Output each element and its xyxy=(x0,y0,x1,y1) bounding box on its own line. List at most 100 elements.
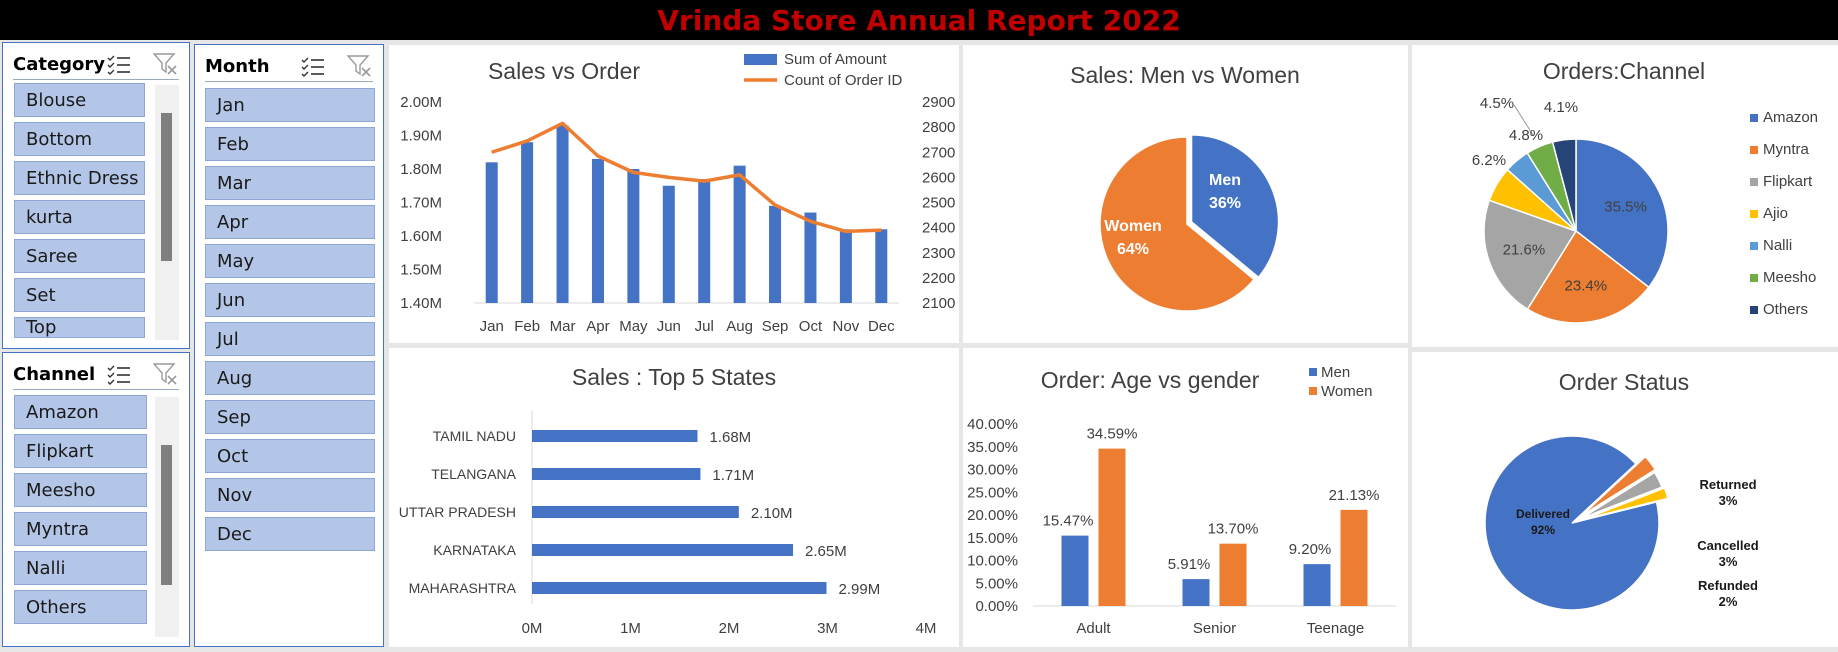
state-bar-karnataka xyxy=(532,544,794,556)
y-tick-label: 1.40M xyxy=(400,295,442,312)
slicer-item-mar[interactable]: Mar xyxy=(205,166,375,200)
legend-swatch-men xyxy=(1309,368,1317,376)
legend-swatch-myntra xyxy=(1750,146,1758,154)
x-tick-label: Senior xyxy=(1193,620,1236,637)
slicer-item-bottom[interactable]: Bottom xyxy=(14,122,145,156)
clear-filter-icon[interactable] xyxy=(347,54,373,78)
slice-value: 3% xyxy=(1719,493,1738,508)
bar-senior-men xyxy=(1182,579,1210,606)
top-states-chart: Sales : Top 5 States TAMIL NADU 1.68M TELAN… xyxy=(399,364,937,637)
orders-channel-panel: Orders:Channel 35.5% 23.4% 21.6% 6.2% 4.5% 4.8… xyxy=(1412,45,1838,347)
bar-adult-men xyxy=(1061,535,1089,606)
slice-value-label: 23.4% xyxy=(1565,277,1608,294)
slicer-item-myntra[interactable]: Myntra xyxy=(14,512,147,546)
x-tick-label: Feb xyxy=(514,318,540,335)
x-tick-label: Mar xyxy=(550,318,576,335)
legend-swatch-amazon xyxy=(1750,114,1758,122)
slicer-item-flipkart[interactable]: Flipkart xyxy=(14,434,147,468)
bar-value-label: 34.59% xyxy=(1087,426,1138,443)
slicer-item-sep[interactable]: Sep xyxy=(205,400,375,434)
slice-value-label: 35.5% xyxy=(1604,199,1647,216)
y-tick-label: 1.70M xyxy=(400,195,442,212)
bar-value-label: 5.91% xyxy=(1168,556,1211,573)
slice-refunded xyxy=(1583,486,1669,521)
bar-value-label: 21.13% xyxy=(1329,487,1380,504)
legend-swatch-flipkart xyxy=(1750,178,1758,186)
slicer-item-kurta[interactable]: kurta xyxy=(14,200,145,234)
y2-tick-label: 2100 xyxy=(922,295,955,312)
multi-select-icon[interactable] xyxy=(301,55,325,77)
chart-title: Order: Age vs gender xyxy=(1041,367,1260,393)
slice-value: 3% xyxy=(1719,554,1738,569)
x-tick-label: May xyxy=(619,318,648,335)
slicer-item-dec[interactable]: Dec xyxy=(205,517,375,551)
slicer-item-ethnic-dress[interactable]: Ethnic Dress xyxy=(14,161,145,195)
slicer-item-oct[interactable]: Oct xyxy=(205,439,375,473)
legend-label-men: Men xyxy=(1321,364,1350,381)
y-tick-label: 40.00% xyxy=(967,416,1018,433)
bar-feb xyxy=(521,142,534,303)
slice-cancelled xyxy=(1580,471,1664,520)
sales-vs-order-panel: Sales vs Order 1.40M 1.50M 1.60M 1.70M 1.80M 1… xyxy=(389,45,959,343)
y2-tick-label: 2500 xyxy=(922,195,955,212)
multi-select-icon[interactable] xyxy=(107,363,131,385)
order-status-chart: Order StatusDelivered92%Returned3%Cancel… xyxy=(1484,369,1759,611)
chart-title: Orders:Channel xyxy=(1543,58,1705,84)
x-tick-label: Dec xyxy=(868,318,895,335)
slice-value-women: 64% xyxy=(1117,241,1149,258)
slice-returned xyxy=(1581,455,1657,517)
slice-delivered xyxy=(1484,435,1660,611)
slicer-item-nov[interactable]: Nov xyxy=(205,478,375,512)
slicer-item-feb[interactable]: Feb xyxy=(205,127,375,161)
slice-men xyxy=(1190,134,1280,279)
age-gender-chart: Order: Age vs gender 0.00% 5.00% 10.00% 15.0… xyxy=(967,364,1396,637)
legend-label: Ajio xyxy=(1763,205,1788,222)
slicer-item-may[interactable]: May xyxy=(205,244,375,278)
slicer-item-apr[interactable]: Apr xyxy=(205,205,375,239)
slicer-item-blouse[interactable]: Blouse xyxy=(14,83,145,117)
slice-value-label: 4.8% xyxy=(1509,127,1543,144)
slice-value-label: 6.2% xyxy=(1472,152,1506,169)
bar-nov xyxy=(839,229,852,303)
legend-label: Myntra xyxy=(1763,141,1810,158)
state-bar-tamil-nadu xyxy=(532,430,698,442)
legend-swatch-ajio xyxy=(1750,210,1758,218)
slicer-item-jul[interactable]: Jul xyxy=(205,322,375,356)
state-bar-maharashtra xyxy=(532,582,827,594)
slicer-item-amazon[interactable]: Amazon xyxy=(14,395,147,429)
clear-filter-icon[interactable] xyxy=(153,52,179,76)
bar-jun xyxy=(662,185,675,303)
age-gender-panel: Order: Age vs gender 0.00% 5.00% 10.00% 15.0… xyxy=(963,348,1408,647)
x-tick-label: Teenage xyxy=(1307,620,1365,637)
slicer-item-jan[interactable]: Jan xyxy=(205,88,375,122)
slicer-item-aug[interactable]: Aug xyxy=(205,361,375,395)
slicer-item-top[interactable]: Top xyxy=(14,317,145,338)
multi-select-icon[interactable] xyxy=(107,53,131,75)
legend-label-amount: Sum of Amount xyxy=(784,51,887,68)
y-tick-label: 1.60M xyxy=(400,228,442,245)
slicer-item-jun[interactable]: Jun xyxy=(205,283,375,317)
channel-slicer-header: Channel xyxy=(13,359,179,390)
month-slicer: Month Jan Feb Mar Apr May Jun Jul Aug Sep Oct Nov D… xyxy=(194,44,384,647)
y2-tick-label: 2800 xyxy=(922,119,955,136)
bar-teenage-men xyxy=(1303,564,1331,606)
slicer-item-meesho[interactable]: Meesho xyxy=(14,473,147,507)
channel-scroll-thumb[interactable] xyxy=(161,445,172,585)
slicer-item-set[interactable]: Set xyxy=(14,278,145,312)
bar-adult-women xyxy=(1098,448,1126,606)
state-value-label: 1.71M xyxy=(712,467,754,484)
channel-scrollbar[interactable] xyxy=(155,397,179,637)
state-label: TELANGANA xyxy=(431,466,516,482)
x-tick-label: 3M xyxy=(817,620,838,637)
slicer-item-nalli[interactable]: Nalli xyxy=(14,551,147,585)
state-label: KARNATAKA xyxy=(433,542,516,558)
category-slicer-title: Category xyxy=(13,53,106,75)
chart-title: Sales: Men vs Women xyxy=(1070,62,1300,88)
clear-filter-icon[interactable] xyxy=(153,362,179,386)
category-scroll-thumb[interactable] xyxy=(161,113,172,261)
state-value-label: 2.10M xyxy=(751,505,793,522)
category-scrollbar[interactable] xyxy=(155,85,179,340)
slicer-item-others[interactable]: Others xyxy=(14,590,147,624)
category-slicer-header: Category xyxy=(13,49,179,80)
slicer-item-saree[interactable]: Saree xyxy=(14,239,145,273)
